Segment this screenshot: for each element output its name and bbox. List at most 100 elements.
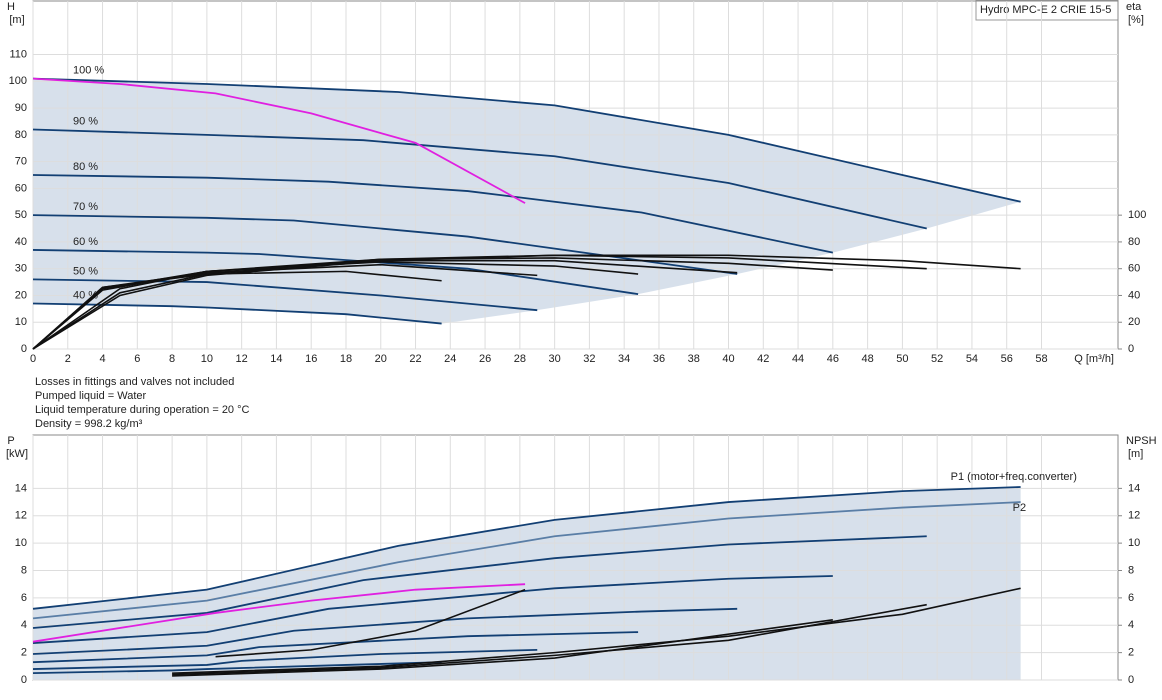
- curve: [32, 631, 639, 664]
- y2-axis-label: NPSH: [1126, 435, 1157, 447]
- x-tick-label: 8: [169, 353, 175, 365]
- curve: [32, 486, 1021, 610]
- y2-tick-label: 2: [1128, 647, 1134, 659]
- y2-tick-label: 40: [1128, 289, 1140, 301]
- y-tick-label: 0: [21, 674, 27, 686]
- x-tick-label: 22: [409, 353, 421, 365]
- y-tick-label: 8: [21, 564, 27, 576]
- x-axis-label: Q [m³/h]: [1074, 353, 1114, 365]
- note: Pumped liquid = Water: [35, 390, 147, 402]
- y-tick-label: 2: [21, 647, 27, 659]
- y-tick-label: 30: [15, 263, 27, 275]
- y2-tick-label: 80: [1128, 236, 1140, 248]
- note: Losses in fittings and valves not includ…: [35, 376, 234, 388]
- y2-tick-label: 60: [1128, 263, 1140, 275]
- y2-tick-label: 4: [1128, 619, 1134, 631]
- y2-axis-unit: [%]: [1128, 14, 1144, 26]
- y-tick-label: 90: [15, 102, 27, 114]
- y-tick-label: 60: [15, 182, 27, 194]
- curve: [32, 648, 538, 670]
- curve-label: 70 %: [73, 201, 98, 213]
- curve: [215, 588, 526, 658]
- x-tick-label: 34: [618, 353, 630, 365]
- curve: [172, 618, 833, 677]
- x-tick-label: 4: [99, 353, 105, 365]
- x-tick-label: 12: [236, 353, 248, 365]
- curve-label: 90 %: [73, 115, 98, 127]
- curve: [32, 583, 526, 643]
- x-tick-label: 36: [653, 353, 665, 365]
- x-tick-label: 28: [514, 353, 526, 365]
- note: Density = 998.2 kg/m³: [35, 418, 143, 430]
- x-tick-label: 14: [270, 353, 282, 365]
- x-tick-label: 0: [30, 353, 36, 365]
- curve: [32, 77, 526, 204]
- y2-tick-label: 8: [1128, 564, 1134, 576]
- y-axis-unit: [m]: [9, 14, 24, 26]
- y-tick-label: 4: [21, 619, 27, 631]
- y-tick-label: 70: [15, 156, 27, 168]
- y2-tick-label: 6: [1128, 592, 1134, 604]
- operating-area: [33, 78, 1021, 324]
- x-tick-label: 18: [340, 353, 352, 365]
- y-tick-label: 80: [15, 129, 27, 141]
- x-tick-label: 32: [583, 353, 595, 365]
- y2-tick-label: 0: [1128, 674, 1134, 686]
- curve-label: 100 %: [73, 65, 104, 77]
- y-tick-label: 40: [15, 236, 27, 248]
- curve-label: P1 (motor+freq.converter): [951, 471, 1077, 483]
- curve: [32, 302, 442, 325]
- curve-label: P2: [1013, 502, 1026, 514]
- y2-tick-label: 14: [1128, 482, 1140, 494]
- chart-title: Hydro MPC-E 2 CRIE 15-5: [980, 4, 1111, 16]
- curve-label: 80 %: [73, 161, 98, 173]
- y-tick-label: 12: [15, 510, 27, 522]
- x-tick-label: 52: [931, 353, 943, 365]
- x-tick-label: 56: [1001, 353, 1013, 365]
- x-tick-label: 48: [861, 353, 873, 365]
- curve: [32, 607, 738, 655]
- note: Liquid temperature during operation = 20…: [35, 404, 250, 416]
- x-tick-label: 24: [444, 353, 456, 365]
- curve: [32, 214, 738, 275]
- x-tick-label: 58: [1035, 353, 1047, 365]
- y2-tick-label: 20: [1128, 316, 1140, 328]
- y2-tick-label: 10: [1128, 537, 1140, 549]
- x-tick-label: 54: [966, 353, 978, 365]
- curve: [32, 261, 639, 350]
- curve: [32, 575, 833, 644]
- curve: [32, 270, 442, 350]
- curve: [32, 174, 834, 254]
- y-tick-label: 10: [15, 537, 27, 549]
- x-tick-label: 6: [134, 353, 140, 365]
- y-tick-label: 20: [15, 289, 27, 301]
- y-tick-label: 6: [21, 592, 27, 604]
- x-tick-label: 30: [549, 353, 561, 365]
- y2-tick-label: 100: [1128, 209, 1146, 221]
- curve: [32, 661, 442, 675]
- y-tick-label: 14: [15, 482, 27, 494]
- y-axis-unit: [kW]: [6, 448, 28, 460]
- y-tick-label: 0: [21, 343, 27, 355]
- x-tick-label: 42: [757, 353, 769, 365]
- y2-axis-label: eta: [1126, 1, 1142, 13]
- curve: [32, 501, 1021, 620]
- x-tick-label: 40: [722, 353, 734, 365]
- x-tick-label: 50: [896, 353, 908, 365]
- y-axis-label: H: [7, 1, 15, 13]
- x-tick-label: 38: [688, 353, 700, 365]
- curve: [32, 249, 639, 296]
- y-tick-label: 100: [9, 75, 27, 87]
- curve-label: 60 %: [73, 236, 98, 248]
- curve: [172, 587, 1021, 674]
- x-tick-label: 44: [792, 353, 804, 365]
- y-axis-label: P: [7, 435, 14, 447]
- curve-label: 50 %: [73, 265, 98, 277]
- curve: [32, 77, 1021, 203]
- x-tick-label: 10: [201, 353, 213, 365]
- curve: [32, 535, 927, 629]
- y-tick-label: 10: [15, 316, 27, 328]
- x-tick-label: 46: [827, 353, 839, 365]
